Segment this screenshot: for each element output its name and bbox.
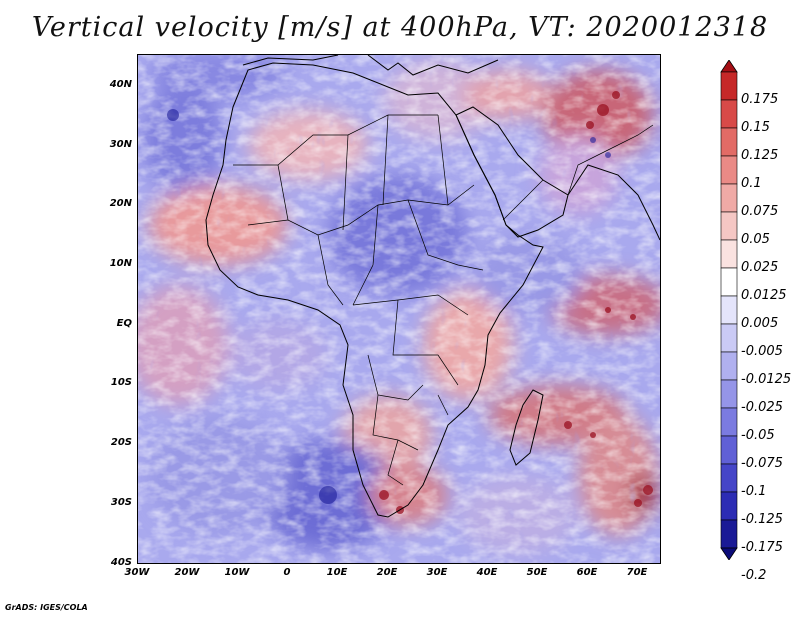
lat-label-30s: 30S: [110, 497, 132, 508]
colorbar-label: 0.175: [741, 92, 779, 107]
lon-label-70e: 70E: [626, 567, 648, 578]
lon-label-30w: 30W: [124, 567, 150, 578]
vertical-velocity-field: [138, 55, 660, 563]
colorbar-swatch: [720, 379, 738, 409]
coastlines: [205, 55, 660, 518]
africa-coast: [205, 62, 544, 518]
colorbar-swatch: [720, 407, 738, 437]
colorbar-swatch: [720, 155, 738, 185]
colorbar-min-arrow: [720, 547, 738, 560]
lat-label-40s: 40S: [110, 557, 132, 568]
mediterranean-north: [242, 55, 499, 76]
colorbar-label: 0.025: [741, 260, 779, 275]
lon-label-60e: 60E: [576, 567, 598, 578]
colorbar-swatch: [720, 211, 738, 241]
colorbar-label: 0.15: [741, 120, 770, 135]
lat-label-10n: 10N: [109, 258, 132, 269]
arabian-peninsula: [455, 106, 569, 238]
colorbar-label: 0.1: [741, 176, 762, 191]
lat-label-20s: 20S: [110, 437, 132, 448]
lat-label-30n: 30N: [109, 139, 132, 150]
lon-label-10e: 10E: [326, 567, 348, 578]
map-panel: [137, 54, 661, 564]
lon-label-20e: 20E: [376, 567, 398, 578]
map-title: Vertical velocity [m/s] at 400hPa, VT: 2…: [31, 12, 769, 43]
south-asia: [567, 164, 660, 241]
colorbar-swatch: [720, 351, 738, 381]
madagascar: [509, 389, 544, 466]
lon-label-40e: 40E: [476, 567, 498, 578]
lat-label-20n: 20N: [109, 198, 132, 209]
colorbar-swatch: [720, 99, 738, 129]
colorbar-swatch: [720, 519, 738, 549]
colorbar-label: -0.05: [741, 428, 775, 443]
colorbar-label: -0.175: [741, 540, 783, 555]
colorbar-swatch: [720, 71, 738, 101]
lon-label-0: 0: [283, 567, 291, 578]
colorbar-label: -0.075: [741, 456, 783, 471]
colorbar-label: 0.05: [741, 232, 770, 247]
colorbar-swatch: [720, 323, 738, 353]
colorbar-label: -0.125: [741, 512, 783, 527]
lon-label-50e: 50E: [526, 567, 548, 578]
colorbar-swatch: [720, 491, 738, 521]
colorbar-label: 0.075: [741, 204, 779, 219]
lon-label-20w: 20W: [174, 567, 200, 578]
colorbar-label: -0.025: [741, 400, 783, 415]
lon-label-30e: 30E: [426, 567, 448, 578]
colorbar-label: 0.0125: [741, 288, 787, 303]
colorbar-label: -0.0125: [741, 372, 792, 387]
colorbar-label: -0.005: [741, 344, 783, 359]
colorbar-swatch: [720, 267, 738, 297]
field-speckle-dark: [138, 55, 660, 563]
colorbar-swatch: [720, 127, 738, 157]
colorbar-label: 0.125: [741, 148, 779, 163]
colorbar-swatch: [720, 435, 738, 465]
colorbar-swatch: [720, 295, 738, 325]
lat-label-10s: 10S: [110, 377, 132, 388]
colorbar-label: -0.1: [741, 484, 767, 499]
colorbar: [720, 60, 738, 560]
colorbar-swatch: [720, 183, 738, 213]
footer-credit: GrADS: IGES/COLA: [5, 603, 88, 612]
colorbar-swatch: [720, 239, 738, 269]
country-borders: [233, 114, 654, 486]
strong-descent-cells: [167, 109, 611, 504]
lon-label-10w: 10W: [224, 567, 250, 578]
lat-label-eq: EQ: [116, 318, 132, 329]
colorbar-swatch: [720, 463, 738, 493]
lat-label-40n: 40N: [109, 79, 132, 90]
colorbar-max-arrow: [720, 60, 738, 73]
colorbar-label: 0.005: [741, 316, 779, 331]
colorbar-label: -0.2: [741, 568, 767, 583]
